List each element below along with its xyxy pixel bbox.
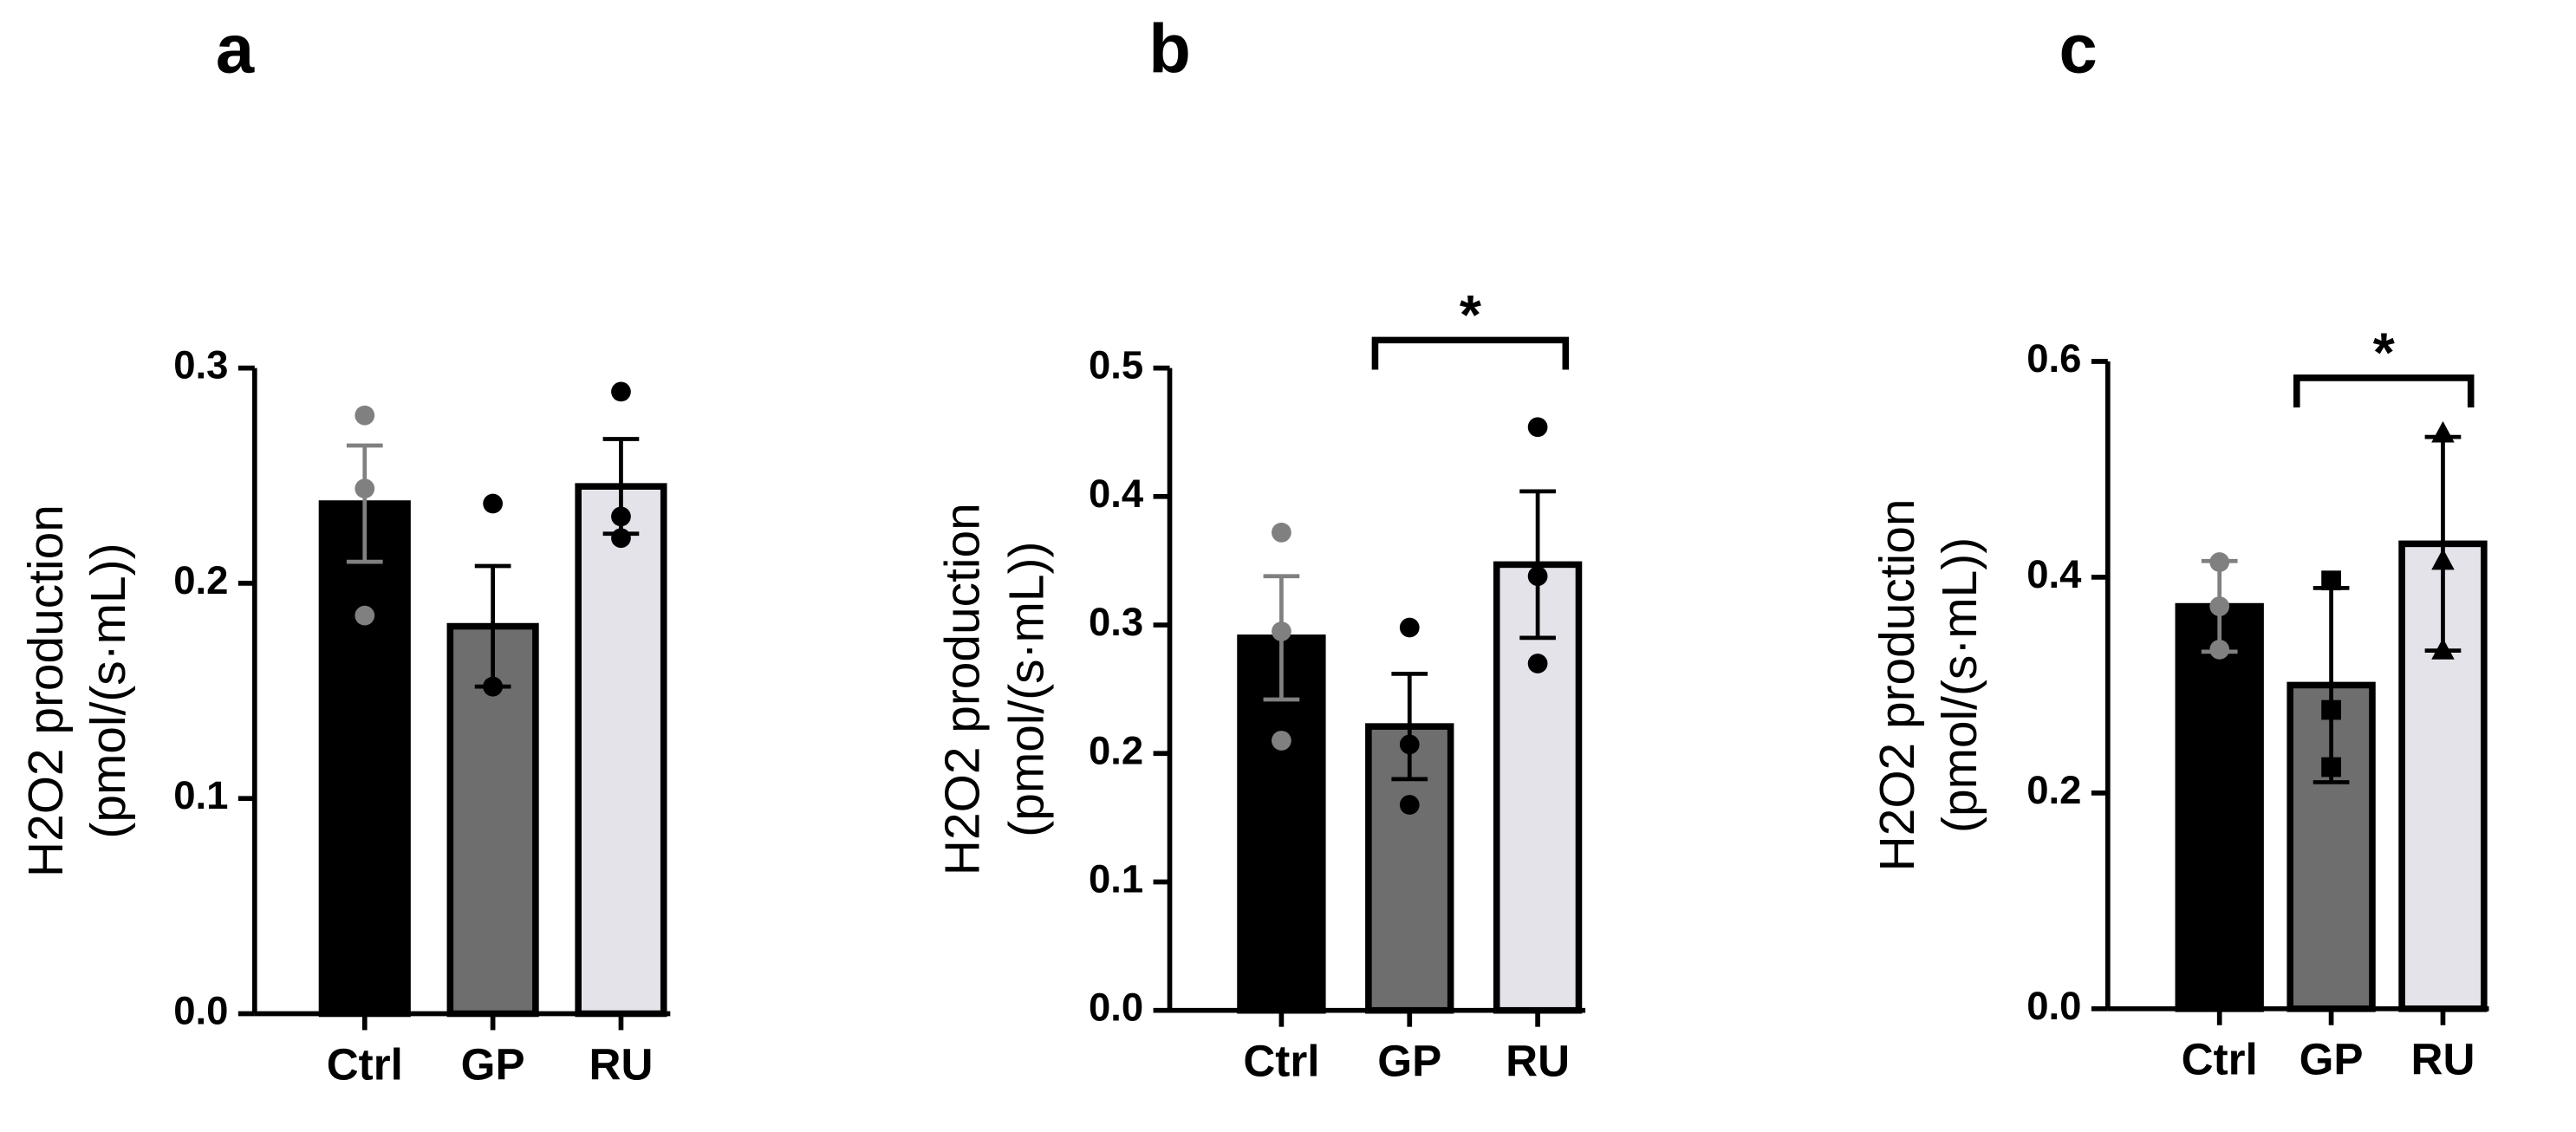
bar bbox=[318, 500, 411, 1018]
data-point bbox=[1272, 522, 1291, 543]
significance-bracket bbox=[2293, 374, 2475, 408]
data-point bbox=[2431, 638, 2455, 660]
y-tick-label: 0.0 bbox=[173, 989, 228, 1033]
data-point bbox=[1399, 617, 1420, 638]
data-point bbox=[611, 381, 631, 402]
y-axis-label: (pmol/(s·mL)) bbox=[81, 543, 136, 838]
y-tick-label: 0.1 bbox=[1089, 857, 1143, 901]
x-tick-label: Ctrl bbox=[327, 1039, 403, 1089]
data-point bbox=[1399, 734, 1420, 755]
data-point bbox=[2321, 699, 2341, 720]
data-point bbox=[483, 676, 503, 697]
data-point bbox=[355, 478, 375, 499]
y-tick-label: 0.3 bbox=[173, 343, 228, 387]
data-point bbox=[2321, 570, 2341, 591]
x-tick-label: GP bbox=[2300, 1035, 2364, 1084]
data-point bbox=[2209, 639, 2230, 660]
y-axis-label: (pmol/(s·mL)) bbox=[1933, 537, 1987, 833]
x-tick-label: GP bbox=[461, 1039, 525, 1089]
y-axis-label: H2O2 production bbox=[19, 504, 74, 877]
x-tick-label: GP bbox=[1377, 1037, 1441, 1086]
data-point bbox=[1272, 621, 1291, 641]
significance-bracket bbox=[1371, 336, 1570, 370]
y-tick-label: 0.3 bbox=[1089, 600, 1143, 644]
data-point bbox=[2209, 596, 2230, 616]
y-axis-label: (pmol/(s·mL)) bbox=[999, 542, 1054, 837]
y-tick-label: 0.0 bbox=[2026, 984, 2081, 1028]
data-point bbox=[1399, 795, 1420, 815]
data-point bbox=[483, 493, 503, 514]
data-point bbox=[2209, 552, 2230, 572]
x-tick-label: Ctrl bbox=[2182, 1035, 2258, 1084]
y-tick-label: 0.2 bbox=[2026, 768, 2081, 812]
significance-label: * bbox=[1460, 283, 1482, 346]
y-tick-label: 0.4 bbox=[1089, 472, 1144, 516]
data-point bbox=[1527, 654, 1548, 673]
data-point bbox=[355, 605, 375, 626]
bar bbox=[575, 483, 667, 1018]
data-point bbox=[1527, 417, 1548, 438]
y-axis-label: H2O2 production bbox=[1870, 498, 1925, 871]
y-tick-label: 0.2 bbox=[173, 558, 228, 602]
x-tick-label: RU bbox=[589, 1039, 654, 1089]
data-point bbox=[2321, 757, 2341, 777]
data-point bbox=[1272, 731, 1291, 751]
data-point bbox=[2431, 548, 2455, 570]
y-tick-label: 0.5 bbox=[1089, 343, 1143, 387]
x-tick-label: Ctrl bbox=[1243, 1037, 1319, 1086]
panel-label: c bbox=[2059, 10, 2098, 87]
y-axis-label: H2O2 production bbox=[936, 503, 991, 875]
y-tick-label: 0.6 bbox=[2026, 336, 2081, 381]
y-tick-label: 0.1 bbox=[173, 773, 228, 817]
data-point bbox=[2431, 420, 2455, 443]
x-tick-label: RU bbox=[1506, 1037, 1570, 1086]
data-point bbox=[611, 506, 631, 527]
data-point bbox=[355, 405, 375, 426]
y-tick-label: 0.4 bbox=[2026, 552, 2082, 596]
data-point bbox=[1527, 566, 1548, 587]
data-point bbox=[611, 528, 631, 549]
x-tick-label: RU bbox=[2411, 1035, 2475, 1084]
y-tick-label: 0.2 bbox=[1089, 728, 1143, 772]
panel-label: b bbox=[1148, 10, 1191, 87]
panel-label: a bbox=[216, 10, 255, 87]
y-tick-label: 0.0 bbox=[1089, 986, 1143, 1030]
significance-label: * bbox=[2373, 321, 2396, 383]
bar bbox=[2175, 602, 2264, 1012]
